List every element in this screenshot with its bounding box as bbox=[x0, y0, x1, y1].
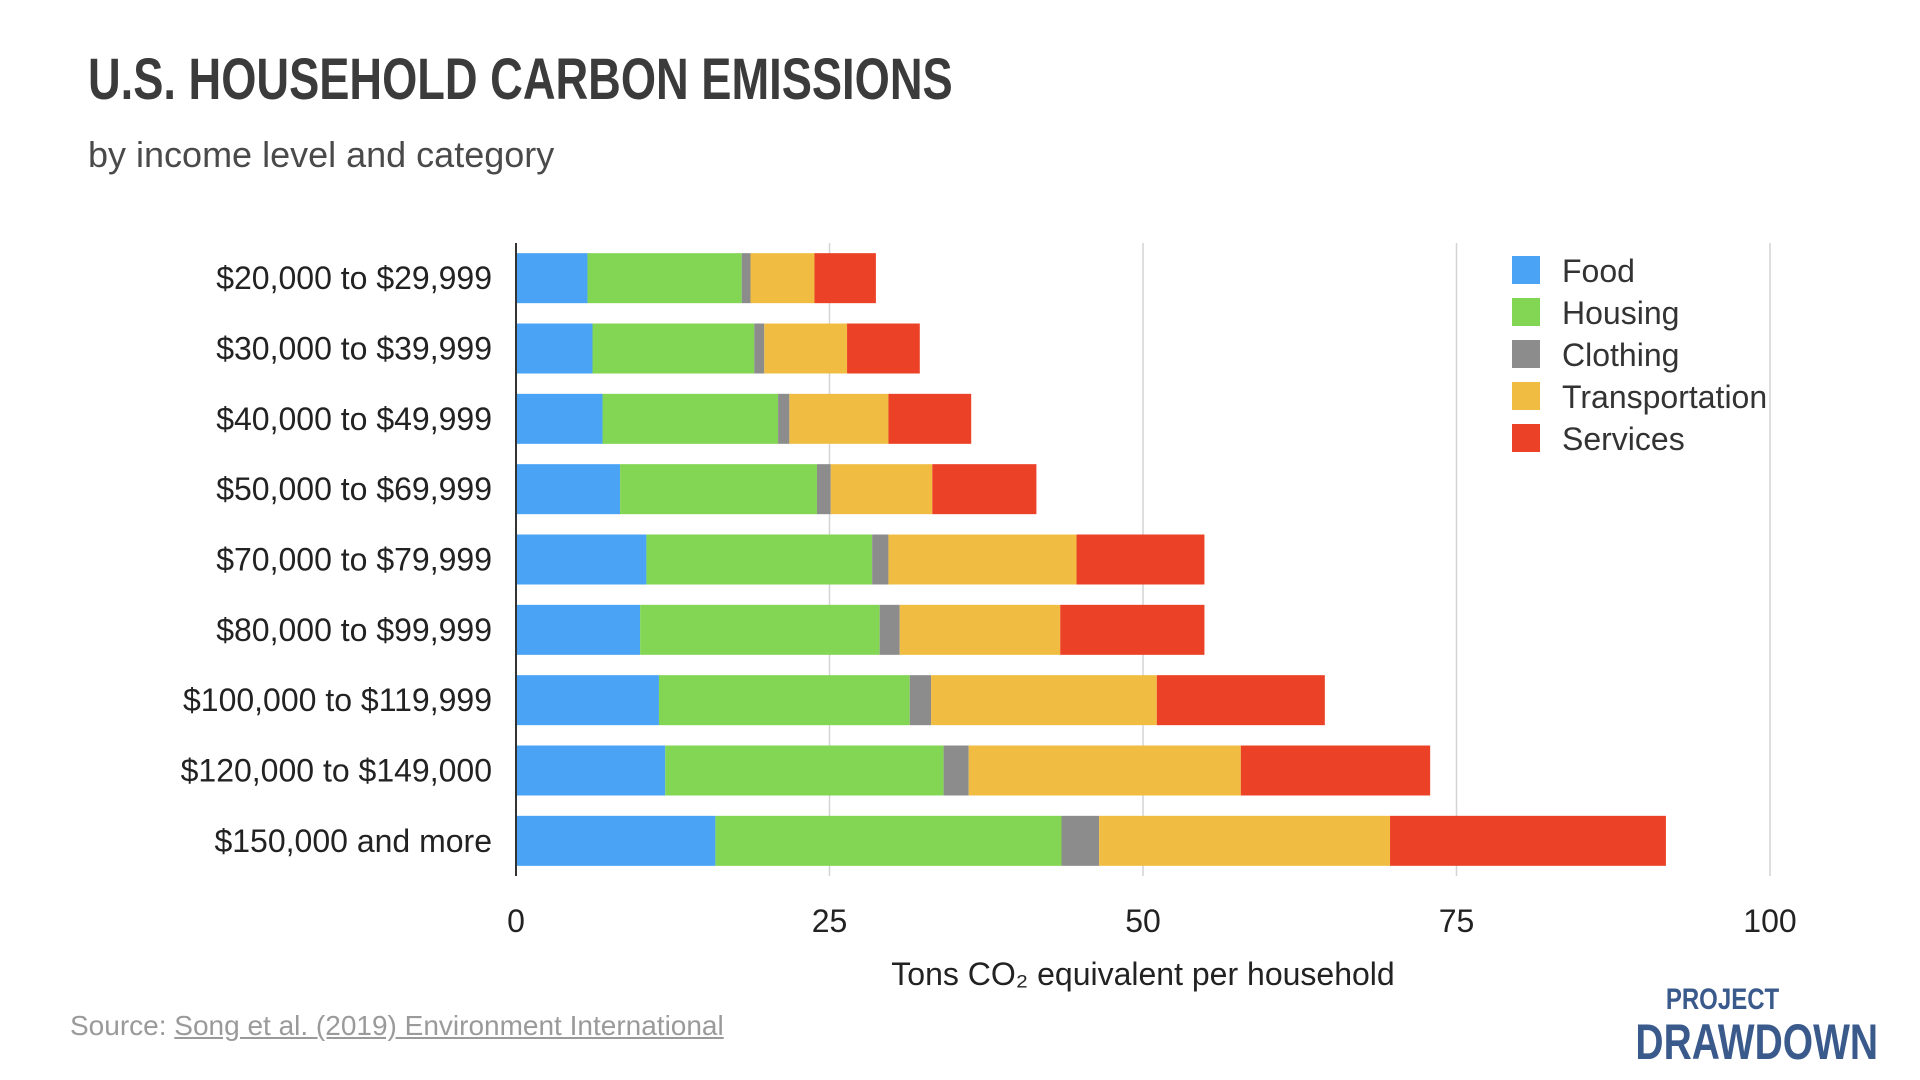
bar-segment bbox=[1061, 815, 1100, 866]
y-tick-label: $150,000 and more bbox=[214, 823, 492, 859]
bar-segment bbox=[764, 323, 848, 374]
bar-segment bbox=[830, 464, 933, 515]
bar-segment bbox=[516, 323, 593, 374]
legend-label: Housing bbox=[1562, 295, 1679, 331]
bar-segment bbox=[646, 534, 873, 585]
bar-segment bbox=[516, 393, 603, 444]
bar-segment bbox=[943, 745, 969, 796]
bar-segment bbox=[879, 604, 900, 655]
source-note: Source: Song et al. (2019) Environment I… bbox=[70, 1010, 724, 1042]
bar-segment bbox=[640, 604, 880, 655]
source-prefix: Source: bbox=[70, 1010, 175, 1041]
y-tick-label: $30,000 to $39,999 bbox=[216, 331, 492, 367]
bar-segment bbox=[789, 393, 889, 444]
bar-segment bbox=[665, 745, 944, 796]
source-link[interactable]: Song et al. (2019) Environment Internati… bbox=[174, 1010, 724, 1041]
x-axis-label: Tons CO₂ equivalent per household bbox=[891, 956, 1394, 992]
legend-swatch bbox=[1512, 424, 1540, 452]
legend-swatch bbox=[1512, 382, 1540, 410]
bar-segment bbox=[587, 253, 742, 304]
bar-segment bbox=[931, 675, 1157, 726]
bar-segment bbox=[872, 534, 889, 585]
bar-segment bbox=[715, 815, 1062, 866]
y-tick-label: $100,000 to $119,999 bbox=[183, 682, 492, 718]
bar-segment bbox=[750, 253, 815, 304]
y-tick-label: $20,000 to $29,999 bbox=[216, 260, 492, 296]
bar-segment bbox=[1099, 815, 1391, 866]
bar-segment bbox=[658, 675, 910, 726]
y-tick-label: $40,000 to $49,999 bbox=[216, 401, 492, 437]
x-tick-label: 0 bbox=[507, 903, 525, 939]
bar-segment bbox=[516, 604, 641, 655]
legend-label: Clothing bbox=[1562, 337, 1679, 373]
y-tick-label: $70,000 to $79,999 bbox=[216, 542, 492, 578]
bar-segment bbox=[888, 393, 972, 444]
bar-segment bbox=[847, 323, 920, 374]
chart-title: U.S. HOUSEHOLD CARBON EMISSIONS bbox=[88, 47, 953, 112]
bar-segment bbox=[620, 464, 817, 515]
bar-segment bbox=[888, 534, 1077, 585]
logo-line-drawdown: DRAWDOWN bbox=[1635, 1014, 1878, 1070]
bar-segment bbox=[516, 675, 659, 726]
bar-segment bbox=[516, 745, 666, 796]
bar-segment bbox=[592, 323, 755, 374]
bar-segment bbox=[899, 604, 1061, 655]
legend-swatch bbox=[1512, 298, 1540, 326]
x-tick-label: 50 bbox=[1125, 903, 1161, 939]
bar-segment bbox=[816, 464, 831, 515]
legend-label: Food bbox=[1562, 253, 1635, 289]
x-tick-label: 75 bbox=[1439, 903, 1475, 939]
bar-segment bbox=[1076, 534, 1205, 585]
bar-segment bbox=[516, 815, 716, 866]
bar-segment bbox=[516, 534, 647, 585]
bar-segment bbox=[602, 393, 779, 444]
project-drawdown-logo: PROJECT DRAWDOWN bbox=[1567, 983, 1878, 1070]
y-tick-label: $80,000 to $99,999 bbox=[216, 612, 492, 648]
bar-segment bbox=[1060, 604, 1205, 655]
bar-segment bbox=[968, 745, 1241, 796]
bar-segment bbox=[754, 323, 765, 374]
bar-segment bbox=[1390, 815, 1666, 866]
legend-label: Transportation bbox=[1562, 379, 1767, 415]
chart-subtitle: by income level and category bbox=[88, 134, 555, 175]
y-tick-label: $50,000 to $69,999 bbox=[216, 471, 492, 507]
bar-segment bbox=[516, 464, 621, 515]
bar-segment bbox=[909, 675, 932, 726]
x-tick-label: 100 bbox=[1743, 903, 1796, 939]
bar-segment bbox=[1240, 745, 1431, 796]
legend-swatch bbox=[1512, 256, 1540, 284]
logo-line-project: PROJECT bbox=[1665, 983, 1780, 1016]
legend-label: Services bbox=[1562, 421, 1685, 457]
bar-segment bbox=[932, 464, 1037, 515]
legend-swatch bbox=[1512, 340, 1540, 368]
bar-segment bbox=[1156, 675, 1325, 726]
bar-segment bbox=[741, 253, 751, 304]
bar-segment bbox=[516, 253, 588, 304]
bar-segment bbox=[814, 253, 876, 304]
y-tick-label: $120,000 to $149,000 bbox=[181, 753, 492, 789]
x-tick-label: 25 bbox=[812, 903, 848, 939]
bar-segment bbox=[778, 393, 790, 444]
